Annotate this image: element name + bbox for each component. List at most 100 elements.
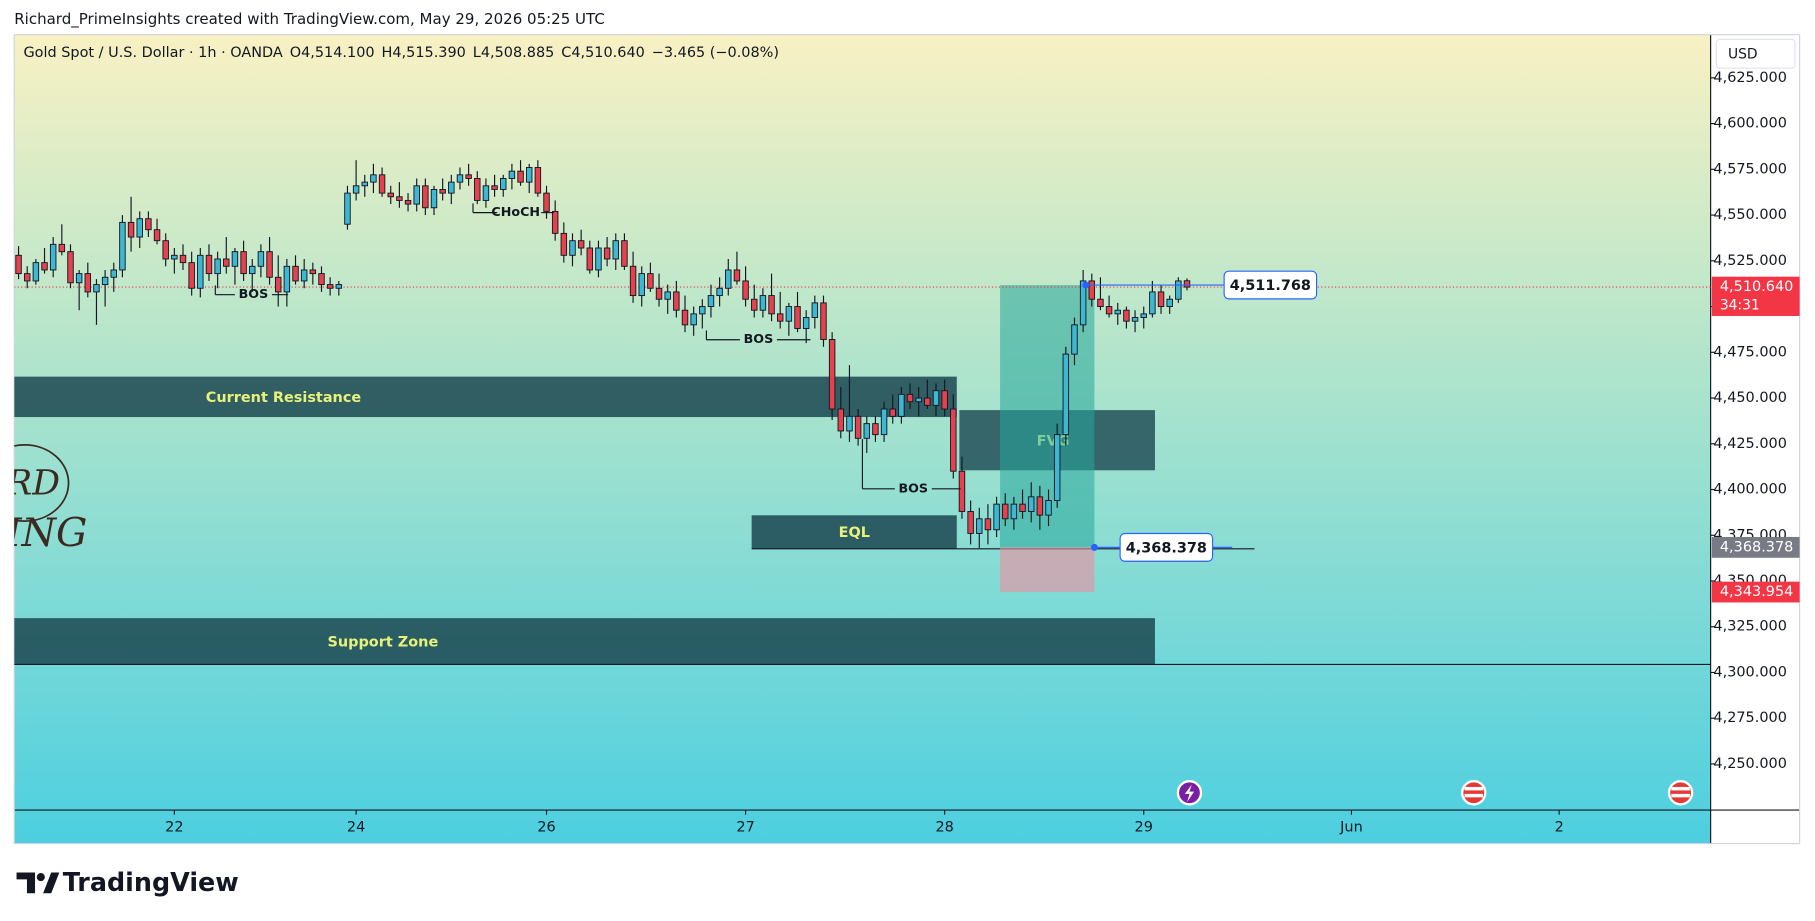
candle-body <box>58 243 66 253</box>
candle-body <box>846 415 853 432</box>
candle-body <box>1183 280 1191 288</box>
candle-body <box>776 313 784 322</box>
y-tick-label: 4,550.000 <box>1713 207 1786 223</box>
candle-body <box>1123 309 1130 322</box>
candle-body <box>1045 500 1052 516</box>
x-tick-label: 27 <box>736 819 754 835</box>
x-tick-label: 2 <box>1555 819 1564 835</box>
candle-body <box>725 269 732 289</box>
candle-body <box>950 408 957 472</box>
candle-body <box>370 174 377 183</box>
candle-body <box>1053 434 1061 501</box>
candle-body <box>629 265 637 297</box>
candle-body <box>603 247 611 260</box>
y-tick-label: 4,475.000 <box>1713 344 1786 360</box>
candle-body <box>673 291 680 311</box>
zone <box>751 515 957 549</box>
callout-box <box>1223 270 1318 300</box>
callout-label: 4,368.378 <box>1126 541 1207 557</box>
candle-body <box>387 192 394 198</box>
candle-body <box>621 240 628 267</box>
candle-body <box>430 188 438 209</box>
candle-body <box>1019 503 1026 512</box>
logo-mark <box>43 872 60 894</box>
ohlc-key: C <box>561 45 571 61</box>
candle-body <box>422 185 429 209</box>
candle-body <box>67 251 74 284</box>
event-icon[interactable] <box>1461 780 1487 806</box>
candle-body <box>551 210 559 234</box>
y-tick-label: 4,600.000 <box>1713 116 1786 132</box>
price-label-box <box>1711 536 1800 558</box>
candle-body <box>872 423 879 436</box>
candle-body <box>1097 298 1104 308</box>
ohlc-value: 4,514.100 <box>301 45 374 61</box>
candle-body <box>517 170 524 183</box>
candle-body <box>335 284 343 289</box>
candle-body <box>733 269 741 282</box>
candle-body <box>283 265 291 293</box>
candle-body <box>474 178 481 201</box>
price-label: 4,510.640 <box>1720 279 1793 295</box>
price-label-box <box>1711 276 1800 316</box>
candle-body <box>924 397 931 406</box>
candle-body <box>984 518 992 531</box>
event-glyph <box>1184 784 1195 802</box>
watermark: RD <box>5 463 60 503</box>
candle-body <box>300 269 308 282</box>
candle-body <box>1131 317 1139 322</box>
candle-body <box>1140 313 1147 318</box>
candle-body <box>127 221 135 238</box>
candle-body <box>1027 496 1035 512</box>
candle-body <box>396 196 403 201</box>
candle-body <box>820 302 827 340</box>
candle-body <box>456 174 464 183</box>
event-icon[interactable] <box>1667 780 1694 806</box>
candle-body <box>153 229 161 242</box>
candle-body <box>707 295 715 308</box>
candle-body <box>898 393 905 417</box>
candle-body <box>1036 496 1044 516</box>
candle-body <box>508 170 516 179</box>
candle-body <box>274 276 282 293</box>
y-tick-label: 4,450.000 <box>1713 390 1786 406</box>
candle-body <box>690 313 697 326</box>
candle-body <box>15 254 22 275</box>
brand: TradingView <box>63 867 239 897</box>
candle-body <box>1010 503 1018 520</box>
countdown: 34:31 <box>1720 298 1760 314</box>
currency[interactable]: USD <box>1728 46 1758 62</box>
event-glyph <box>1464 793 1483 798</box>
logo-mark <box>36 873 45 882</box>
callout-dot <box>1090 543 1098 551</box>
watermark: ING <box>5 511 87 556</box>
ohlc-value: 4,510.640 <box>571 45 644 61</box>
candle-body <box>188 262 195 289</box>
candle-body <box>1175 280 1182 300</box>
x-tick-label: 24 <box>347 819 365 835</box>
currency-button[interactable]: USD <box>1715 38 1796 69</box>
candle-body <box>136 218 143 238</box>
candle-body <box>404 199 412 205</box>
candle-body <box>863 423 870 439</box>
x-tick-label: Jun <box>1339 819 1363 835</box>
currency-box[interactable] <box>1715 38 1796 69</box>
candle-body <box>448 181 455 194</box>
candle-body <box>309 269 317 275</box>
callout-label: 4,511.768 <box>1230 278 1311 294</box>
price-axis-background <box>1710 34 1800 844</box>
candle-body <box>993 503 1000 531</box>
candle-body <box>976 518 983 534</box>
candle-body <box>378 174 386 194</box>
candle-body <box>318 273 325 286</box>
candle-body <box>145 218 152 231</box>
candle-body <box>941 390 948 410</box>
candle-body <box>119 221 126 271</box>
y-tick-label: 4,300.000 <box>1713 664 1786 680</box>
callout-box <box>1119 532 1214 562</box>
candle-body <box>1071 324 1078 355</box>
event-glyph <box>1671 786 1690 791</box>
candle-body <box>577 240 585 249</box>
candle-body <box>84 273 92 293</box>
candle-body <box>759 295 767 311</box>
